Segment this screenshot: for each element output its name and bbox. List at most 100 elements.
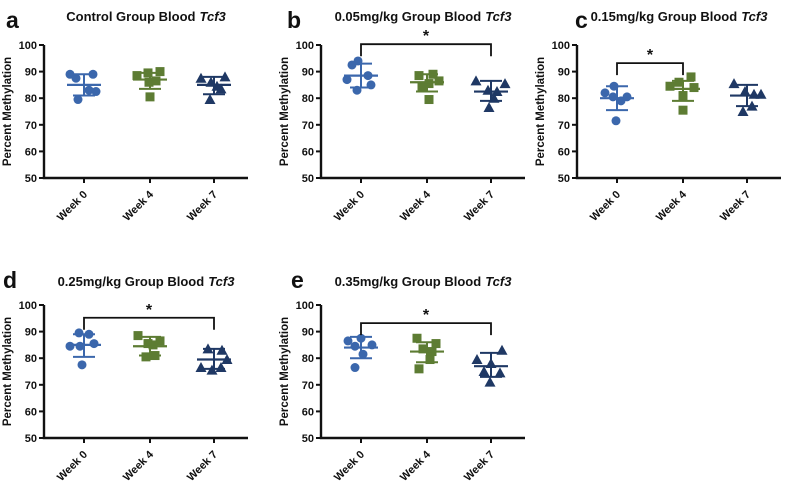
group-week-7	[470, 75, 511, 113]
panel-title: 0.35mg/kg Group Blood Tcf3	[335, 274, 513, 289]
y-tick-label: 60	[302, 406, 314, 418]
y-tick-label: 50	[302, 433, 314, 445]
data-point-circle	[77, 360, 87, 370]
y-axis-label: Percent Methylation	[535, 57, 547, 166]
data-point-square	[141, 352, 151, 362]
y-tick-label: 90	[302, 327, 314, 339]
data-point-square	[434, 76, 444, 86]
data-point-circle	[74, 328, 84, 338]
y-tick-label: 60	[25, 406, 37, 418]
y-tick-label: 50	[302, 173, 314, 185]
data-point-circle	[343, 336, 353, 346]
x-tick-label: Week 4	[121, 448, 157, 484]
data-point-circle	[65, 341, 75, 351]
y-tick-label: 80	[302, 93, 314, 105]
panel-letter: e	[291, 267, 304, 293]
data-point-triangle	[737, 106, 749, 116]
group-week-7	[195, 343, 233, 375]
x-tick-label: Week 0	[332, 189, 367, 224]
data-point-circle	[611, 116, 621, 126]
data-point-square	[665, 81, 675, 91]
group-week-0	[600, 81, 634, 126]
panel-c: c 0.15mg/kg Group Blood Tcf3 Percent Methyl…	[533, 0, 800, 240]
x-tick-label: Week 0	[332, 449, 367, 484]
x-tick-label: Week 0	[55, 449, 90, 484]
panel-b: b 0.05mg/kg Group Blood Tcf3 Percent Methyl…	[277, 0, 545, 240]
data-point-square	[414, 364, 424, 374]
data-point-triangle	[755, 88, 767, 99]
x-tick-label: Week 7	[462, 449, 497, 484]
data-point-triangle	[215, 83, 227, 94]
data-point-triangle	[471, 354, 483, 365]
group-week-7	[471, 344, 508, 387]
y-tick-label: 60	[25, 146, 37, 158]
data-point-square	[148, 340, 158, 350]
data-point-square	[151, 76, 161, 86]
data-point-square	[425, 355, 435, 365]
group-week-0	[65, 69, 101, 105]
data-point-circle	[350, 363, 360, 373]
panel-title: 0.25mg/kg Group Blood Tcf3	[58, 274, 236, 289]
y-tick-label: 70	[25, 380, 37, 392]
x-tick-label: Week 0	[588, 189, 623, 224]
data-point-circle	[600, 88, 610, 98]
panel-letter: d	[3, 267, 17, 293]
y-axis-label: Percent Methylation	[2, 57, 14, 166]
data-point-square	[417, 81, 427, 91]
data-point-square	[678, 105, 688, 115]
data-point-triangle	[470, 75, 482, 86]
panel-title: 0.15mg/kg Group Blood Tcf3	[591, 9, 769, 24]
y-axis-label: Percent Methylation	[279, 57, 291, 166]
group-week-4	[133, 331, 167, 362]
data-point-square	[686, 72, 696, 82]
y-tick-label: 80	[25, 353, 37, 365]
significance-bracket	[360, 43, 492, 57]
x-tick-label: Week 4	[654, 188, 690, 224]
data-point-circle	[91, 87, 101, 97]
data-point-square	[155, 336, 165, 346]
data-point-square	[689, 83, 699, 93]
data-point-triangle	[484, 376, 496, 387]
data-point-circle	[89, 339, 99, 349]
panel-a: a Control Group Blood Tcf3 Percent Methylat…	[0, 0, 268, 240]
x-tick-label: Week 7	[718, 189, 753, 224]
y-axis-label: Percent Methylation	[2, 317, 14, 426]
y-axis-label: Percent Methylation	[279, 317, 291, 426]
y-tick-label: 80	[558, 93, 570, 105]
y-tick-label: 100	[296, 300, 314, 312]
panel-letter: b	[287, 7, 301, 33]
data-point-circle	[84, 85, 94, 95]
group-week-4	[410, 333, 444, 374]
panel-d-chart: d 0.25mg/kg Group Blood Tcf3 Percent Methyl…	[2, 267, 248, 484]
panel-e: e 0.35mg/kg Group Blood Tcf3 Percent Methyl…	[277, 242, 545, 489]
data-point-circle	[350, 341, 360, 351]
y-tick-label: 50	[25, 173, 37, 185]
significance-bracket	[83, 316, 215, 330]
significance-star: *	[423, 307, 430, 324]
data-point-square	[143, 339, 153, 349]
y-tick-label: 80	[302, 353, 314, 365]
data-point-circle	[73, 95, 83, 105]
group-week-0	[65, 328, 101, 370]
panel-title: Control Group Blood Tcf3	[66, 9, 226, 24]
data-point-triangle	[204, 94, 216, 105]
data-point-square	[418, 344, 428, 354]
y-tick-label: 60	[558, 146, 570, 158]
y-tick-label: 70	[558, 120, 570, 132]
panel-letter: a	[6, 7, 19, 33]
data-point-square	[431, 339, 441, 349]
group-week-4	[410, 69, 444, 105]
y-tick-label: 50	[25, 433, 37, 445]
y-tick-label: 100	[552, 40, 570, 52]
data-point-square	[674, 77, 684, 87]
data-point-square	[412, 333, 422, 343]
data-point-square	[155, 67, 165, 77]
data-point-square	[145, 92, 155, 102]
panel-a-chart: a Control Group Blood Tcf3 Percent Methylat…	[2, 7, 248, 224]
data-point-circle	[347, 60, 357, 70]
y-tick-label: 90	[558, 67, 570, 79]
data-point-triangle	[483, 102, 495, 113]
panel-d: d 0.25mg/kg Group Blood Tcf3 Percent Methyl…	[0, 242, 268, 489]
data-point-circle	[342, 75, 352, 85]
